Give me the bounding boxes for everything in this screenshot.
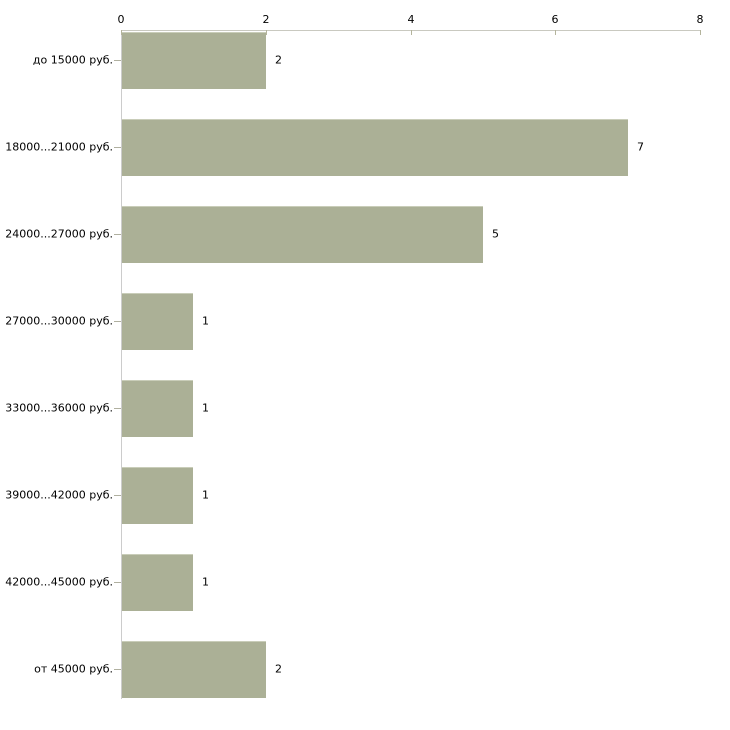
category-tick [114, 582, 121, 583]
category-tick [114, 60, 121, 61]
value-label: 2 [275, 53, 282, 67]
value-label: 1 [202, 401, 209, 415]
bar [122, 380, 193, 437]
category-tick [114, 495, 121, 496]
bar [122, 293, 193, 350]
value-label: 2 [275, 662, 282, 676]
bar [122, 641, 266, 698]
category-tick [114, 147, 121, 148]
value-label: 1 [202, 488, 209, 502]
x-axis-tick [266, 30, 267, 35]
category-label: 39000...42000 руб. [5, 488, 113, 502]
category-tick [114, 669, 121, 670]
bar [122, 119, 628, 176]
value-label: 1 [202, 575, 209, 589]
value-label: 1 [202, 314, 209, 328]
category-tick [114, 234, 121, 235]
category-tick [114, 321, 121, 322]
x-axis-tick [411, 30, 412, 35]
bar [122, 554, 193, 611]
value-label: 5 [492, 227, 499, 241]
x-axis-tick [121, 30, 122, 35]
category-label: 42000...45000 руб. [5, 575, 113, 589]
x-axis-tick [700, 30, 701, 35]
bar [122, 467, 193, 524]
x-axis-tick-label: 4 [407, 13, 415, 26]
category-label: до 15000 руб. [32, 53, 113, 67]
x-axis-tick-label: 0 [117, 13, 125, 26]
x-axis-tick-label: 6 [551, 13, 559, 26]
category-label: 18000...21000 руб. [5, 140, 113, 154]
x-axis-tick [555, 30, 556, 35]
category-label: 27000...30000 руб. [5, 314, 113, 328]
category-label: 24000...27000 руб. [5, 227, 113, 241]
category-label: 33000...36000 руб. [5, 401, 113, 415]
category-tick [114, 408, 121, 409]
value-label: 7 [637, 140, 644, 154]
bar [122, 206, 483, 263]
x-axis-tick-label: 8 [696, 13, 704, 26]
y-axis-line [121, 30, 122, 699]
category-label: от 45000 руб. [34, 662, 113, 676]
x-axis-tick-label: 2 [262, 13, 270, 26]
bar [122, 32, 266, 89]
